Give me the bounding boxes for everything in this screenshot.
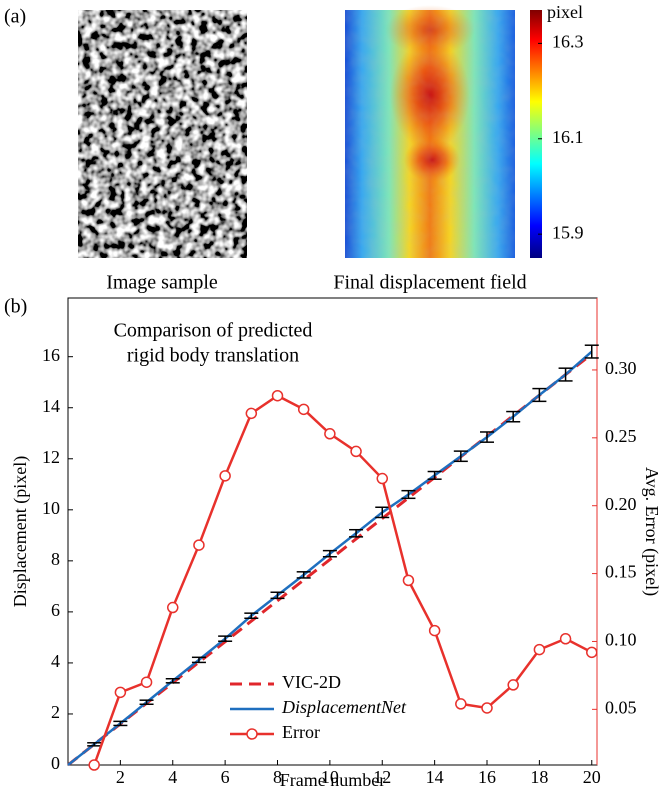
y-tick-label: 8 xyxy=(51,549,60,569)
error-bar xyxy=(165,677,180,684)
colorbar-tick-label: 15.9 xyxy=(552,222,584,242)
annotation: Comparison of predicted xyxy=(114,320,313,342)
error-bar xyxy=(218,635,233,642)
error-bar xyxy=(506,410,521,423)
colorbar-tick-label: 16.3 xyxy=(552,32,584,52)
y2-axis-label: Avg. Error (pixel) xyxy=(641,467,662,596)
y2-tick-label: 0.05 xyxy=(605,697,637,717)
error-bar xyxy=(191,656,206,664)
error-bar xyxy=(139,699,154,706)
error-bar xyxy=(427,470,442,480)
error-marker xyxy=(324,428,336,440)
field-caption: Final displacement field xyxy=(333,272,526,294)
error-bar xyxy=(244,612,259,620)
error-bar xyxy=(270,591,285,600)
x-tick-label: 6 xyxy=(221,767,230,787)
x-axis-label: Frame number xyxy=(280,770,385,790)
error-marker xyxy=(428,624,441,637)
error-bar xyxy=(453,450,468,463)
error-bar xyxy=(558,367,573,382)
error-marker xyxy=(219,470,231,482)
error-marker xyxy=(455,698,467,710)
y-tick-label: 14 xyxy=(42,396,60,416)
x-tick-label: 12 xyxy=(373,767,391,787)
series-line xyxy=(93,394,593,766)
error-bar xyxy=(349,528,364,538)
y-tick-label: 4 xyxy=(51,651,60,671)
error-bar xyxy=(480,431,495,443)
x-tick-label: 8 xyxy=(273,767,282,787)
error-marker xyxy=(140,676,153,688)
x-tick-label: 18 xyxy=(530,767,548,787)
error-marker xyxy=(586,646,598,659)
y-tick-label: 0 xyxy=(51,753,60,773)
error-marker xyxy=(167,601,179,614)
y-tick-label: 6 xyxy=(51,600,60,620)
y-tick-label: 2 xyxy=(51,702,60,722)
error-marker xyxy=(297,403,310,416)
x-tick-label: 16 xyxy=(478,767,496,787)
error-marker xyxy=(507,679,519,691)
y-tick-label: 10 xyxy=(42,498,60,518)
x-tick-label: 10 xyxy=(321,767,339,787)
error-marker xyxy=(245,407,258,420)
x-tick-label: 14 xyxy=(426,767,444,787)
y2-tick-label: 0.10 xyxy=(605,630,637,650)
y2-tick-label: 0.25 xyxy=(605,426,637,446)
error-marker xyxy=(271,389,284,402)
legend-label: Error xyxy=(282,722,320,742)
error-marker xyxy=(114,686,127,699)
y2-tick-label: 0.30 xyxy=(605,358,637,378)
error-marker xyxy=(481,702,493,714)
error-bar xyxy=(401,489,416,500)
y2-tick-label: 0.15 xyxy=(605,562,637,582)
panel-label: (b) xyxy=(4,296,27,318)
annotation: rigid body translation xyxy=(127,345,299,367)
error-bar xyxy=(322,549,337,558)
panel-label: (a) xyxy=(4,6,26,28)
image-caption: Image sample xyxy=(106,272,218,294)
error-bar xyxy=(113,720,128,727)
error-bar xyxy=(532,387,547,403)
colorbar xyxy=(530,10,542,258)
y2-tick-label: 0.20 xyxy=(605,494,637,514)
error-bar xyxy=(87,742,102,747)
y-tick-label: 12 xyxy=(42,447,60,467)
field-texture xyxy=(345,10,515,258)
error-bar xyxy=(584,344,599,359)
legend-label: VIC-2D xyxy=(282,672,341,692)
image-sample xyxy=(78,10,247,258)
x-tick-label: 2 xyxy=(116,767,125,787)
colorbar-label: pixel xyxy=(547,2,583,22)
y-tick-label: 16 xyxy=(42,345,60,365)
error-marker xyxy=(88,759,100,771)
colorbar-tick-label: 16.1 xyxy=(552,127,584,147)
legend-marker xyxy=(246,728,258,740)
error-marker xyxy=(533,643,546,656)
error-bar xyxy=(296,571,311,579)
error-marker xyxy=(559,632,572,645)
x-tick-label: 4 xyxy=(168,767,177,787)
error-bar xyxy=(375,506,390,519)
error-marker xyxy=(350,445,362,458)
error-marker xyxy=(376,472,389,485)
legend-label: DisplacementNet xyxy=(281,697,407,717)
x-tick-label: 20 xyxy=(583,767,601,787)
error-marker xyxy=(402,574,415,587)
error-marker xyxy=(193,539,205,551)
y-axis-label: Displacement (pixel) xyxy=(10,456,31,607)
